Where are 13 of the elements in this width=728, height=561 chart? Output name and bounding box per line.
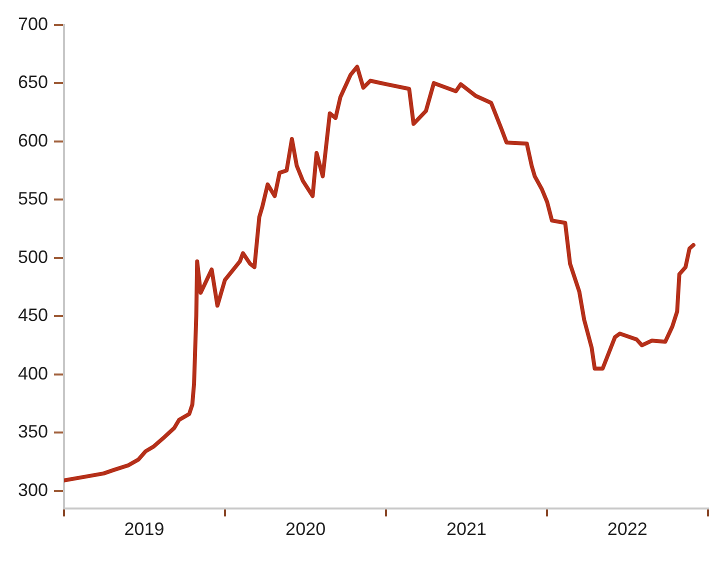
x-tick-label: 2019	[124, 519, 164, 540]
x-tick-label: 2020	[286, 519, 326, 540]
y-tick-label: 550	[18, 188, 48, 209]
y-tick-label: 700	[18, 14, 48, 34]
x-tick-label: 2022	[607, 519, 648, 540]
x-tick-label: 2021	[446, 519, 486, 540]
y-tick-label: 300	[18, 480, 48, 500]
y-tick-label: 400	[18, 363, 48, 384]
y-tick-label: 650	[18, 72, 48, 92]
y-tick-label: 600	[18, 130, 48, 150]
y-tick-label: 350	[18, 422, 48, 442]
y-tick-label: 500	[18, 246, 48, 267]
y-tick-label: 450	[18, 305, 48, 326]
